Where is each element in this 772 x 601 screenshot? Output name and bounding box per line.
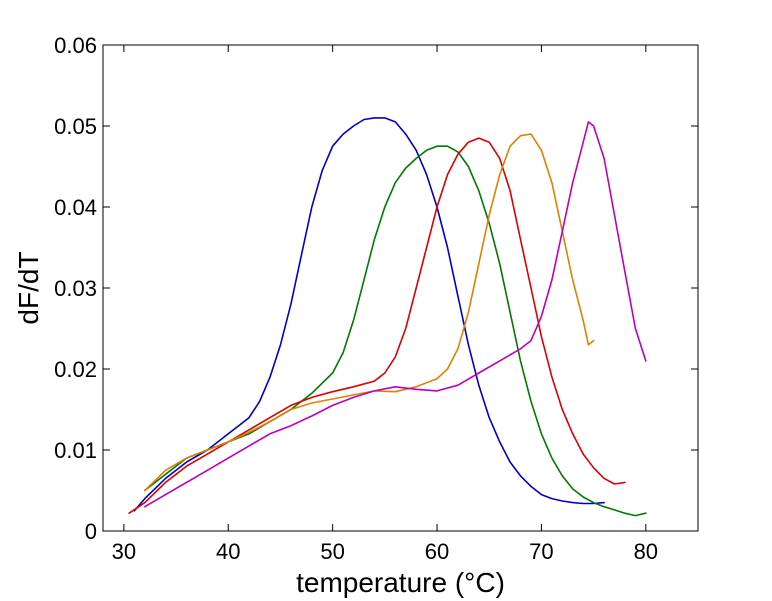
y-tick-label: 0.05 <box>54 114 97 139</box>
y-tick-label: 0.03 <box>54 276 97 301</box>
x-tick-label: 60 <box>425 539 449 564</box>
x-tick-label: 80 <box>634 539 658 564</box>
y-tick-label: 0.04 <box>54 195 97 220</box>
y-axis-label: dF/dT <box>13 251 44 324</box>
y-tick-label: 0.06 <box>54 33 97 58</box>
x-tick-label: 40 <box>216 539 240 564</box>
x-tick-label: 50 <box>320 539 344 564</box>
series-line-5 <box>144 121 647 508</box>
y-tick-label: 0.01 <box>54 438 97 463</box>
series-line-2 <box>144 145 647 517</box>
series-layer <box>128 117 647 517</box>
series-line-1 <box>133 117 605 512</box>
x-tick-label: 30 <box>112 539 136 564</box>
x-axis-label: temperature (°C) <box>296 567 505 598</box>
ticks-layer: 30 40 50 60 70 80 0 0.01 0.02 0.03 0.04 0.05 0.06 <box>54 33 698 564</box>
x-tick-label: 70 <box>529 539 553 564</box>
y-tick-label: 0.02 <box>54 357 97 382</box>
series-line-4 <box>144 133 595 492</box>
y-tick-label: 0 <box>85 519 97 544</box>
series-line-3 <box>128 137 626 515</box>
